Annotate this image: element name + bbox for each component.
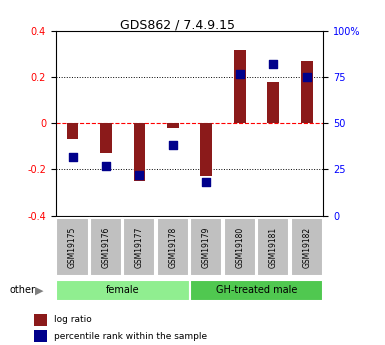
Text: GSM19176: GSM19176	[102, 226, 110, 268]
FancyBboxPatch shape	[189, 279, 323, 301]
Bar	[100, 124, 112, 153]
Point	[136, 172, 142, 178]
FancyBboxPatch shape	[90, 218, 122, 276]
Bar	[167, 124, 179, 128]
Text: other: other	[10, 286, 36, 295]
Text: GSM19181: GSM19181	[269, 226, 278, 268]
FancyBboxPatch shape	[123, 218, 156, 276]
Text: GSM19179: GSM19179	[202, 226, 211, 268]
Text: log ratio: log ratio	[54, 315, 92, 324]
FancyBboxPatch shape	[157, 218, 189, 276]
Point	[203, 180, 209, 185]
Point	[170, 143, 176, 148]
Point	[304, 75, 310, 80]
FancyBboxPatch shape	[291, 218, 323, 276]
Bar	[67, 124, 79, 139]
Bar	[267, 82, 279, 124]
Text: GH-treated male: GH-treated male	[216, 285, 297, 295]
FancyBboxPatch shape	[57, 218, 89, 276]
Text: percentile rank within the sample: percentile rank within the sample	[54, 332, 207, 341]
Text: GDS862 / 7.4.9.15: GDS862 / 7.4.9.15	[120, 19, 234, 32]
Text: female: female	[106, 285, 139, 295]
FancyBboxPatch shape	[56, 279, 189, 301]
FancyBboxPatch shape	[224, 218, 256, 276]
Bar	[301, 61, 313, 124]
Text: GSM19175: GSM19175	[68, 226, 77, 268]
Point	[69, 154, 75, 159]
Point	[237, 71, 243, 76]
Text: GSM19180: GSM19180	[235, 226, 244, 268]
Point	[103, 163, 109, 169]
Text: GSM19178: GSM19178	[168, 226, 177, 268]
Text: ▶: ▶	[35, 286, 44, 295]
FancyBboxPatch shape	[190, 218, 223, 276]
Bar	[201, 124, 212, 176]
FancyBboxPatch shape	[257, 218, 289, 276]
Bar	[134, 124, 145, 181]
Bar	[234, 49, 246, 124]
Text: GSM19182: GSM19182	[302, 226, 311, 268]
Bar	[34, 330, 47, 342]
Text: GSM19177: GSM19177	[135, 226, 144, 268]
Point	[270, 61, 276, 67]
Bar	[34, 314, 47, 326]
